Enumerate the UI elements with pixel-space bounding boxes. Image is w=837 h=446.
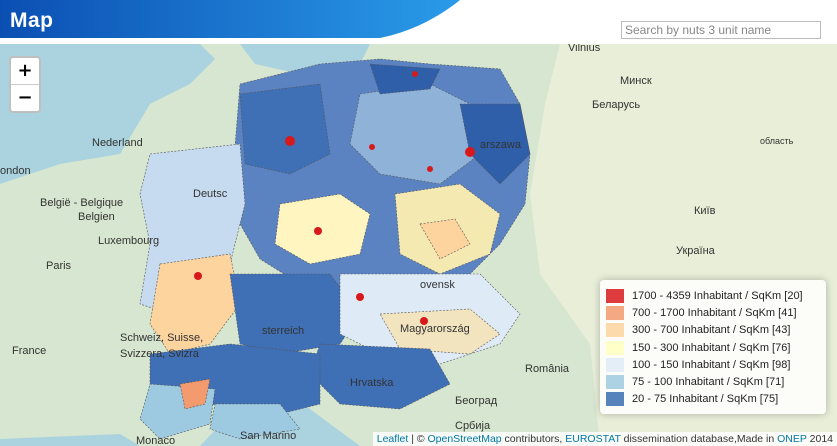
marker-poznan — [369, 144, 375, 150]
region-rhine-ruhr[interactable] — [149, 253, 241, 355]
label-romania: România — [525, 363, 570, 375]
mediterranean-sea — [0, 434, 140, 446]
search-input[interactable] — [621, 21, 821, 39]
legend-label: 700 - 1700 Inhabitant / SqKm [41] — [632, 306, 797, 319]
urban-markers — [194, 71, 475, 325]
label-kyiv: Київ — [694, 205, 716, 217]
north-sea — [0, 44, 215, 184]
page-title: Map — [10, 9, 54, 32]
region-czechia[interactable] — [229, 273, 361, 355]
marker-gdansk — [412, 71, 418, 77]
marker-prague — [314, 227, 322, 235]
choropleth-layer[interactable] — [139, 58, 531, 440]
label-schweiz: Schweiz, Suisse, — [120, 332, 203, 344]
label-hrvatska: Hrvatska — [350, 377, 394, 389]
attribution-text-2: dissemination database,Made in — [620, 433, 778, 445]
region-germany-northeast[interactable] — [239, 83, 331, 175]
legend-swatch — [606, 288, 624, 303]
region-poland-northeast[interactable] — [459, 103, 531, 185]
region-italy-north[interactable] — [209, 403, 301, 440]
label-svizzera: Svizzera, Svizra — [120, 348, 200, 360]
legend-swatch — [606, 392, 624, 407]
label-monaco: Monaco — [136, 435, 175, 446]
legend: 1700 - 4359 Inhabitant / SqKm [20] 700 -… — [600, 280, 826, 414]
label-belarus: Беларусь — [592, 99, 640, 111]
attribution-year: 2014 — [806, 433, 833, 445]
label-srbija: Србија — [455, 420, 491, 432]
marker-vienna — [356, 293, 364, 301]
marker-bratislava — [420, 317, 428, 325]
region-poland-north[interactable] — [349, 83, 481, 185]
legend-item: 75 - 100 Inhabitant / SqKm [71] — [606, 373, 820, 390]
attribution: Leaflet | © OpenStreetMap contributors, … — [372, 432, 837, 446]
label-belgien: Belgien — [78, 211, 115, 223]
legend-swatch — [606, 340, 624, 355]
legend-item: 20 - 75 Inhabitant / SqKm [75] — [606, 391, 820, 408]
label-oblast: область — [760, 136, 794, 146]
region-silesia[interactable] — [274, 193, 371, 265]
region-masuria[interactable] — [369, 63, 441, 95]
legend-label: 75 - 100 Inhabitant / SqKm [71] — [632, 376, 785, 389]
legend-item: 700 - 1700 Inhabitant / SqKm [41] — [606, 304, 820, 321]
zoom-control: + − — [9, 56, 41, 113]
region-slovakia-east[interactable] — [379, 308, 501, 355]
region-lodz[interactable] — [419, 218, 471, 260]
legend-swatch — [606, 323, 624, 338]
legend-label: 100 - 150 Inhabitant / SqKm [98] — [632, 358, 791, 371]
label-luxembourg: Luxembourg — [98, 235, 159, 247]
leaflet-link[interactable]: Leaflet — [376, 433, 409, 445]
label-ukraina: Україна — [676, 245, 716, 257]
label-vilnius: Vilnius — [568, 44, 601, 54]
legend-swatch — [606, 305, 624, 320]
marker-warsaw — [465, 147, 475, 157]
legend-label: 300 - 700 Inhabitant / SqKm [43] — [632, 324, 791, 337]
legend-item: 150 - 300 Inhabitant / SqKm [76] — [606, 339, 820, 356]
label-paris: Paris — [46, 260, 72, 272]
label-nederland: Nederland — [92, 137, 143, 149]
marker-frankfurt — [194, 272, 202, 280]
header: Map — [0, 0, 837, 44]
label-france: France — [12, 345, 46, 357]
label-magyarorszag: Magyarország — [400, 323, 470, 335]
legend-label: 20 - 75 Inhabitant / SqKm [75] — [632, 393, 779, 406]
legend-swatch — [606, 357, 624, 372]
label-london: ondon — [0, 165, 31, 177]
map-view[interactable]: Vilnius Минск Беларусь Nederland ondon B… — [0, 44, 837, 446]
legend-swatch — [606, 375, 624, 390]
osm-link[interactable]: OpenStreetMap — [427, 433, 502, 445]
marker-lodz — [427, 166, 433, 172]
marker-berlin — [285, 136, 295, 146]
label-warszawa: arszawa — [480, 139, 522, 151]
label-beograd: Београд — [455, 395, 498, 407]
legend-item: 100 - 150 Inhabitant / SqKm [98] — [606, 356, 820, 373]
legend-label: 150 - 300 Inhabitant / SqKm [76] — [632, 341, 791, 354]
eurostat-link[interactable]: EUROSTAT — [565, 433, 621, 445]
label-belgie: België - Belgique — [40, 197, 123, 209]
legend-item: 1700 - 4359 Inhabitant / SqKm [20] — [606, 287, 820, 304]
zoom-out-button[interactable]: − — [17, 87, 33, 108]
attribution-text: contributors, — [501, 433, 566, 445]
label-minsk: Минск — [620, 75, 652, 87]
label-sanmarino: San Marino — [240, 430, 296, 442]
label-osterreich: sterreich — [262, 325, 304, 337]
attribution-sep: | © — [408, 433, 428, 445]
label-slovensko: ovensk — [420, 279, 455, 291]
base-labels: Vilnius Минск Беларусь Nederland ondon B… — [0, 44, 794, 446]
zoom-in-button[interactable]: + — [11, 58, 39, 85]
label-deutschland: Deutsc — [193, 188, 228, 200]
legend-label: 1700 - 4359 Inhabitant / SqKm [20] — [632, 289, 803, 302]
header-banner — [0, 0, 460, 38]
legend-item: 300 - 700 Inhabitant / SqKm [43] — [606, 322, 820, 339]
region-zurich[interactable] — [179, 378, 211, 410]
onep-link[interactable]: ONEP — [777, 433, 807, 445]
